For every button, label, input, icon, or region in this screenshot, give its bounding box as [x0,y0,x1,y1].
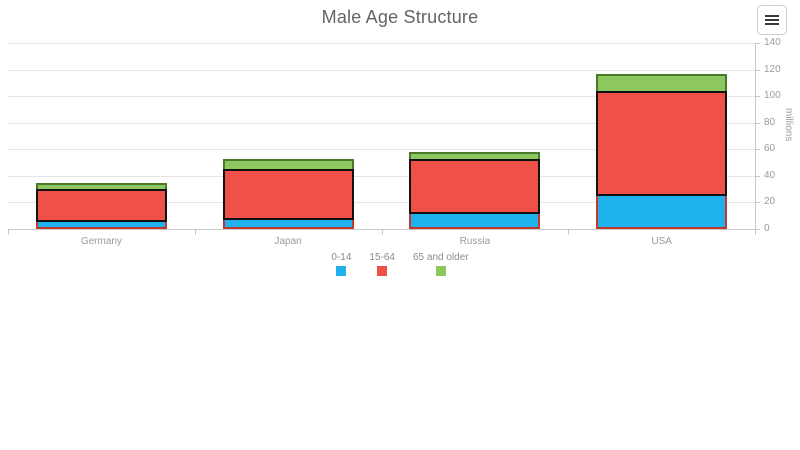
gridline [8,149,755,151]
y-axis-tick [755,202,760,204]
y-axis-tick [755,149,760,151]
y-axis-title: millions [783,108,794,142]
y-axis-tick-label: 60 [764,143,776,155]
y-axis-tick-label: 40 [764,169,776,181]
y-axis-tick-label: 120 [764,63,781,75]
gridline [8,202,755,204]
legend-swatch-icon [336,266,347,276]
bar-russia-15-64[interactable] [409,158,541,215]
x-axis-label-japan: Japan [274,236,302,247]
x-axis-tick [8,230,9,235]
y-axis-tick [755,175,760,177]
y-axis-tick [755,229,760,230]
y-axis-tick [755,122,760,124]
legend-swatch-icon [377,266,388,276]
y-axis-tick-label: 20 [764,196,776,208]
x-axis-tick [194,230,196,235]
y-axis-tick [755,69,760,71]
x-axis-label-russia: Russia [459,236,491,247]
legend-item-65-and-older[interactable]: 65 and older [413,252,469,276]
bar-germany-65-and-older[interactable] [35,182,167,190]
legend-label: 15-64 [369,252,395,263]
legend-label: 65 and older [412,252,469,263]
y-axis-tick-label: 0 [764,223,770,234]
bar-russia-65-and-older[interactable] [409,151,541,159]
y-axis-line [755,43,756,230]
y-axis-tick-label: 80 [764,116,776,128]
gridline [8,175,755,177]
legend-item-0-14[interactable]: 0-14 [331,252,351,276]
bar-germany-0-14[interactable] [35,222,167,229]
y-axis-tick-label: 140 [764,37,781,48]
bar-germany-15-64[interactable] [35,189,167,223]
bar-usa-0-14[interactable] [596,195,728,229]
bar-japan-0-14[interactable] [222,219,354,229]
chart: Male Age Structure millions 0-14 15-64 65 … [0,5,800,276]
gridline [8,96,755,98]
hamburger-icon [765,15,779,25]
export-menu-button[interactable] [757,5,787,35]
gridline [8,69,755,71]
x-axis-label-germany: Germany [80,236,122,247]
x-axis-line [8,229,756,230]
x-axis-tick [381,230,383,235]
chart-title: Male Age Structure [321,7,479,27]
legend-swatch-icon [435,266,446,276]
bar-usa-15-64[interactable] [596,90,728,196]
x-axis-label-usa: USA [651,236,672,247]
bar-japan-15-64[interactable] [222,169,354,220]
gridline [8,122,755,124]
x-axis-tick [568,230,570,235]
legend: 0-14 15-64 65 and older [0,252,800,276]
gridline [8,43,755,44]
y-axis-tick [755,96,760,98]
x-axis-tick [755,230,756,235]
bar-japan-65-and-older[interactable] [222,158,354,170]
y-axis-tick-label: 100 [764,90,781,102]
bar-russia-0-14[interactable] [409,214,541,229]
legend-label: 0-14 [331,252,352,263]
bar-usa-65-and-older[interactable] [596,73,728,91]
legend-item-15-64[interactable]: 15-64 [369,252,395,276]
y-axis-tick [755,43,760,44]
